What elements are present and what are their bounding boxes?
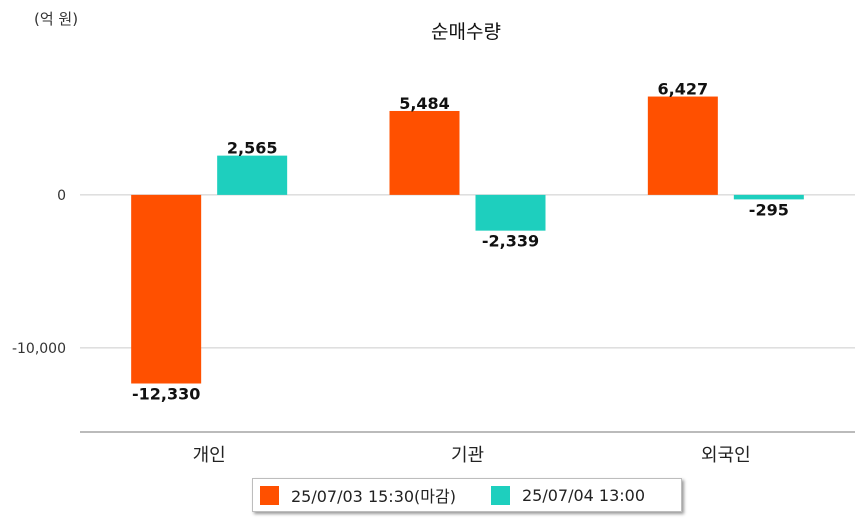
y-tick-label-0: 0 <box>57 188 66 204</box>
chart-title: 순매수량 <box>431 21 501 43</box>
data-label-s1-2: 6,427 <box>658 80 709 99</box>
bar-s2-1[interactable] <box>475 194 546 231</box>
chart-legend: 25/07/03 15:30(마감) 25/07/04 13:00 <box>252 478 682 512</box>
data-label-s2-0: 2,565 <box>227 139 278 158</box>
data-label-s1-0: -12,330 <box>132 385 200 404</box>
legend-label-series-2: 25/07/04 13:00 <box>521 485 646 505</box>
legend-swatch-series-2 <box>490 485 510 505</box>
bar-s1-0[interactable] <box>131 194 202 384</box>
bar-s2-0[interactable] <box>217 155 288 195</box>
unit-label: (억 원) <box>34 10 79 28</box>
bar-s1-2[interactable] <box>647 96 718 195</box>
legend-label-series-1: 25/07/03 15:30(마감) <box>291 487 456 506</box>
x-tick-label-1: 기관 <box>451 445 484 466</box>
net-purchase-chart: 순매수량 -12,330 5,484 6,427 2,565 -2,339 -295 0 -… <box>12 21 855 466</box>
x-tick-label-2: 외국인 <box>701 445 751 466</box>
bar-s2-2[interactable] <box>733 194 804 200</box>
legend-swatch-series-1 <box>260 485 279 505</box>
data-label-s2-1: -2,339 <box>482 232 539 251</box>
legend-item-series-2[interactable]: 25/07/04 13:00 <box>490 485 646 505</box>
x-tick-label-0: 개인 <box>193 445 226 466</box>
bar-s1-1[interactable] <box>389 110 460 195</box>
y-tick-label-1: -10,000 <box>12 341 66 357</box>
data-label-s2-2: -295 <box>749 200 789 219</box>
legend-item-series-1[interactable]: 25/07/03 15:30(마감) <box>260 483 456 507</box>
data-label-s1-1: 5,484 <box>399 94 450 113</box>
